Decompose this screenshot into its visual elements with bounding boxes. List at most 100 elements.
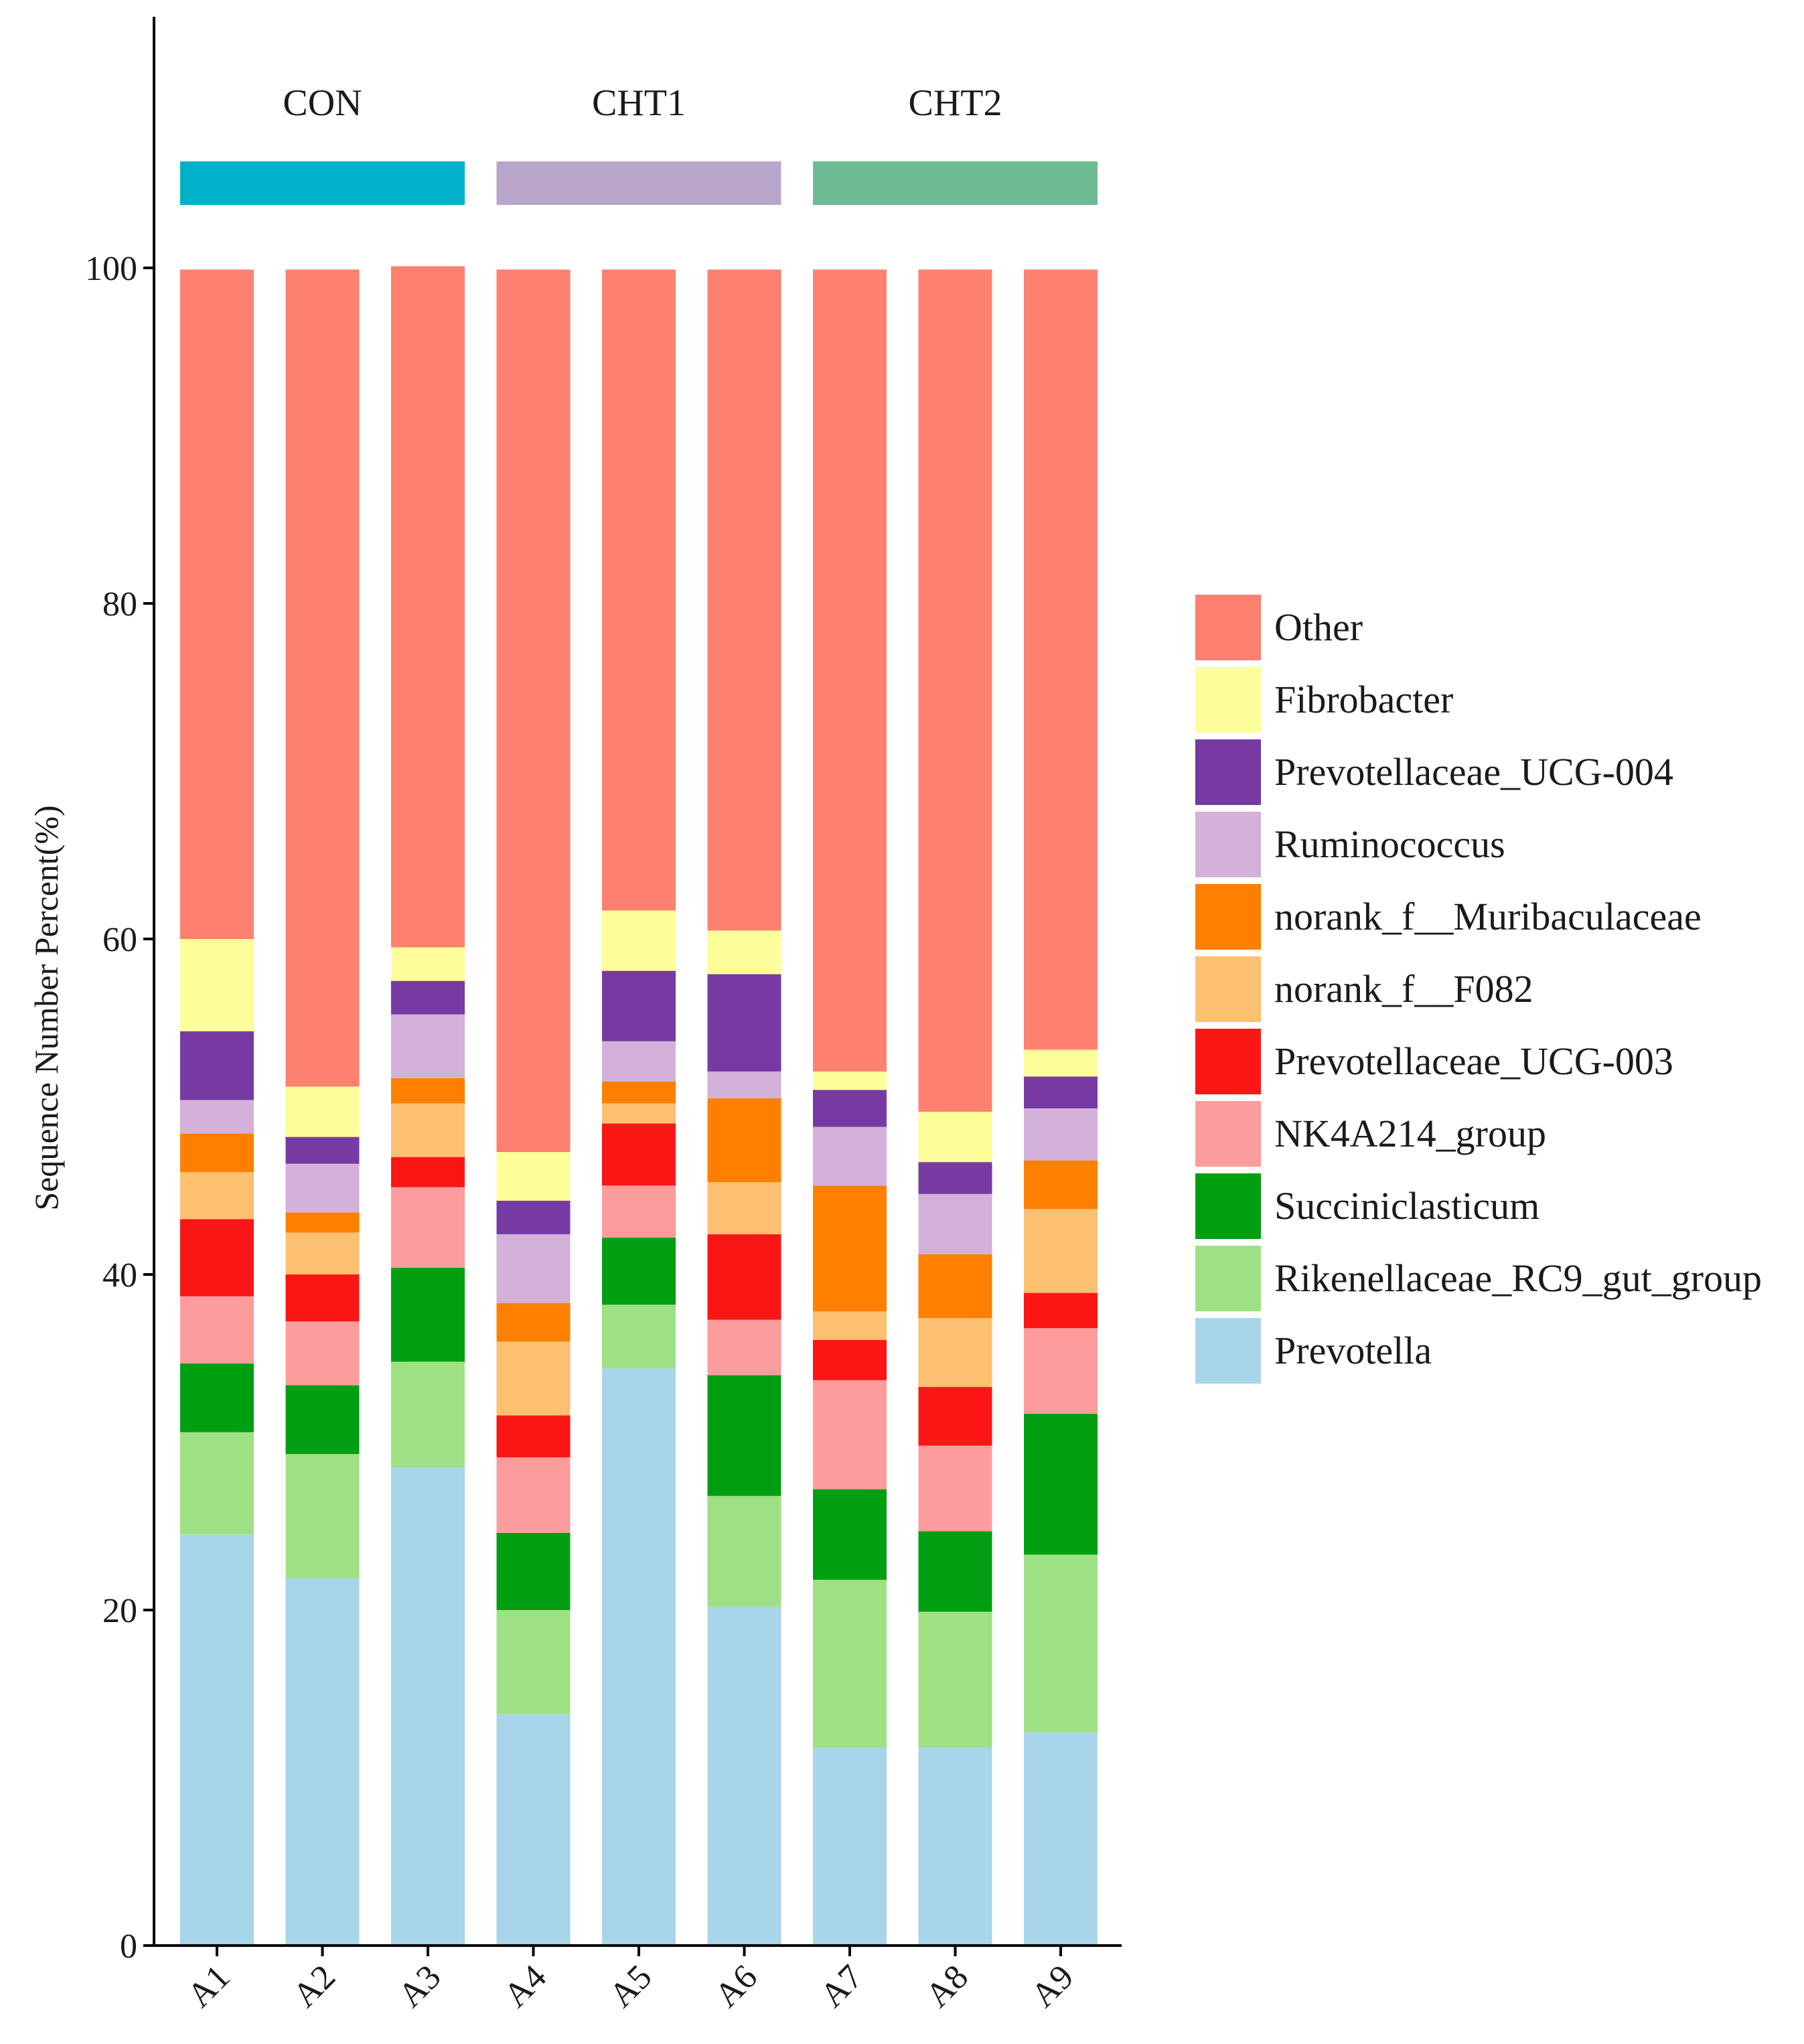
bar-segment-A4-prevotellaceae-ucg-004 — [496, 1200, 571, 1234]
legend-swatch-ruminococcus — [1195, 812, 1261, 877]
bar-segment-A7-prevotella — [813, 1747, 887, 1946]
y-tick-label-60: 60 — [102, 921, 137, 959]
bar-stack-A9 — [1024, 269, 1098, 1946]
y-tick-label-20: 20 — [102, 1592, 137, 1630]
bar-segment-A2-norank-f-muribaculaceae — [285, 1212, 360, 1233]
bar-segment-A4-fibrobacter — [496, 1152, 571, 1201]
legend-label-succiniclasticum: Succiniclasticum — [1274, 1184, 1539, 1228]
bar-segment-A4-ruminococcus — [496, 1234, 571, 1303]
bar-segment-A5-rikenellaceae-rc9-gut-group — [602, 1305, 676, 1369]
legend-label-norank-f-muribaculaceae: norank_f__Muribaculaceae — [1274, 895, 1702, 938]
bar-segment-A4-prevotella — [496, 1714, 571, 1946]
bar-segment-A3-norank-f-muribaculaceae — [391, 1078, 465, 1104]
bar-stack-A8 — [918, 269, 992, 1946]
bar-segment-A6-fibrobacter — [707, 930, 781, 974]
group-header-layer: CON CHT1 CHT2 — [180, 82, 1098, 205]
x-tick-label-A6: A6 — [708, 1958, 765, 2015]
bar-segment-A6-prevotellaceae-ucg-004 — [707, 974, 781, 1072]
bar-segment-A2-prevotella — [285, 1578, 360, 1946]
bar-segment-A2-nk4a214-group — [285, 1321, 360, 1386]
bar-stack-A5 — [602, 269, 676, 1946]
bar-segment-A9-succiniclasticum — [1024, 1413, 1098, 1555]
bar-segment-A1-succiniclasticum — [180, 1363, 254, 1433]
bars-layer — [180, 266, 1098, 1946]
bar-segment-A1-nk4a214-group — [180, 1296, 254, 1364]
bar-segment-A5-prevotellaceae-ucg-003 — [602, 1123, 676, 1186]
legend-item-ruminococcus: Ruminococcus — [1195, 812, 1505, 877]
bar-segment-A6-nk4a214-group — [707, 1319, 781, 1376]
bar-segment-A2-rikenellaceae-rc9-gut-group — [285, 1454, 360, 1579]
legend-swatch-other — [1195, 595, 1261, 660]
x-tick-label-A2: A2 — [286, 1958, 343, 2015]
legend-label-ruminococcus: Ruminococcus — [1274, 822, 1505, 866]
bar-segment-A7-fibrobacter — [813, 1071, 887, 1090]
y-axis-title: Sequence Number Percent(%) — [27, 805, 65, 1210]
x-tick-label-A5: A5 — [602, 1958, 659, 2015]
legend-item-norank-f-f082: norank_f__F082 — [1195, 956, 1533, 1022]
legend-swatch-nk4a214-group — [1195, 1101, 1261, 1167]
bar-stack-A2 — [285, 269, 360, 1946]
bar-segment-A1-prevotella — [180, 1534, 254, 1946]
bar-segment-A8-prevotellaceae-ucg-003 — [918, 1386, 992, 1446]
legend-swatch-rikenellaceae-rc9-gut-group — [1195, 1246, 1261, 1311]
legend-swatch-norank-f-f082 — [1195, 956, 1261, 1022]
bar-segment-A5-prevotella — [602, 1368, 676, 1946]
legend-item-other: Other — [1195, 595, 1363, 660]
x-tick-label-A1: A1 — [180, 1958, 237, 2015]
bar-segment-A7-succiniclasticum — [813, 1489, 887, 1580]
legend-swatch-fibrobacter — [1195, 667, 1261, 733]
bar-segment-A2-prevotellaceae-ucg-004 — [285, 1137, 360, 1164]
bar-segment-A6-prevotellaceae-ucg-003 — [707, 1234, 781, 1320]
bar-segment-A2-norank-f-f082 — [285, 1232, 360, 1274]
bar-segment-A8-norank-f-muribaculaceae — [918, 1254, 992, 1319]
legend-label-prevotella: Prevotella — [1274, 1329, 1432, 1372]
bar-segment-A6-prevotella — [707, 1606, 781, 1946]
bar-segment-A9-rikenellaceae-rc9-gut-group — [1024, 1554, 1098, 1733]
bar-segment-A2-fibrobacter — [285, 1086, 360, 1137]
bar-segment-A9-other — [1024, 269, 1098, 1050]
legend-label-prevotellaceae-ucg-004: Prevotellaceae_UCG-004 — [1274, 750, 1673, 794]
legend-item-rikenellaceae-rc9-gut-group: Rikenellaceae_RC9_gut_group — [1195, 1246, 1762, 1311]
legend-item-prevotellaceae-ucg-004: Prevotellaceae_UCG-004 — [1195, 739, 1673, 805]
y-tick-label-80: 80 — [102, 585, 137, 624]
legend-item-succiniclasticum: Succiniclasticum — [1195, 1173, 1539, 1239]
bar-segment-A6-ruminococcus — [707, 1071, 781, 1098]
y-tick-label-40: 40 — [102, 1256, 137, 1295]
x-tick-label-A3: A3 — [391, 1958, 448, 2015]
x-tick-label-A8: A8 — [919, 1958, 976, 2015]
bar-stack-A3 — [391, 266, 465, 1946]
bar-segment-A7-other — [813, 269, 887, 1072]
legend-item-prevotella: Prevotella — [1195, 1318, 1432, 1384]
bar-segment-A9-norank-f-muribaculaceae — [1024, 1160, 1098, 1210]
bar-segment-A8-norank-f-f082 — [918, 1318, 992, 1387]
bar-segment-A7-prevotellaceae-ucg-003 — [813, 1339, 887, 1380]
bar-segment-A7-ruminococcus — [813, 1126, 887, 1186]
bar-segment-A9-norank-f-f082 — [1024, 1209, 1098, 1293]
bar-stack-A4 — [496, 269, 571, 1946]
bar-segment-A3-ruminococcus — [391, 1014, 465, 1078]
bar-segment-A8-ruminococcus — [918, 1193, 992, 1254]
bar-segment-A9-prevotella — [1024, 1732, 1098, 1946]
group-label-cht1: CHT1 — [592, 82, 686, 124]
x-ticks-layer: A1 A2 A3 A4 A5 A6 A7 A8 A9 — [180, 1946, 1081, 2015]
legend-label-prevotellaceae-ucg-003: Prevotellaceae_UCG-003 — [1274, 1039, 1673, 1083]
legend-label-fibrobacter: Fibrobacter — [1274, 678, 1453, 721]
bar-segment-A7-prevotellaceae-ucg-004 — [813, 1090, 887, 1127]
legend-swatch-norank-f-muribaculaceae — [1195, 884, 1261, 950]
legend-item-nk4a214-group: NK4A214_group — [1195, 1101, 1546, 1167]
bar-segment-A3-succiniclasticum — [391, 1267, 465, 1362]
bar-segment-A8-rikenellaceae-rc9-gut-group — [918, 1611, 992, 1748]
legend-label-rikenellaceae-rc9-gut-group: Rikenellaceae_RC9_gut_group — [1274, 1256, 1762, 1300]
legend: Other Fibrobacter Prevotellaceae_UCG-004 Ru… — [1195, 595, 1762, 1384]
bar-segment-A5-norank-f-muribaculaceae — [602, 1081, 676, 1104]
bar-segment-A1-rikenellaceae-rc9-gut-group — [180, 1432, 254, 1535]
bar-segment-A7-norank-f-f082 — [813, 1311, 887, 1340]
group-bar-cht1 — [496, 161, 781, 205]
bar-segment-A3-prevotellaceae-ucg-003 — [391, 1157, 465, 1187]
bar-segment-A2-succiniclasticum — [285, 1385, 360, 1455]
y-tick-label-100: 100 — [85, 250, 137, 288]
group-label-con: CON — [283, 82, 362, 124]
bar-segment-A8-fibrobacter — [918, 1112, 992, 1163]
bar-segment-A9-prevotellaceae-ucg-003 — [1024, 1293, 1098, 1329]
